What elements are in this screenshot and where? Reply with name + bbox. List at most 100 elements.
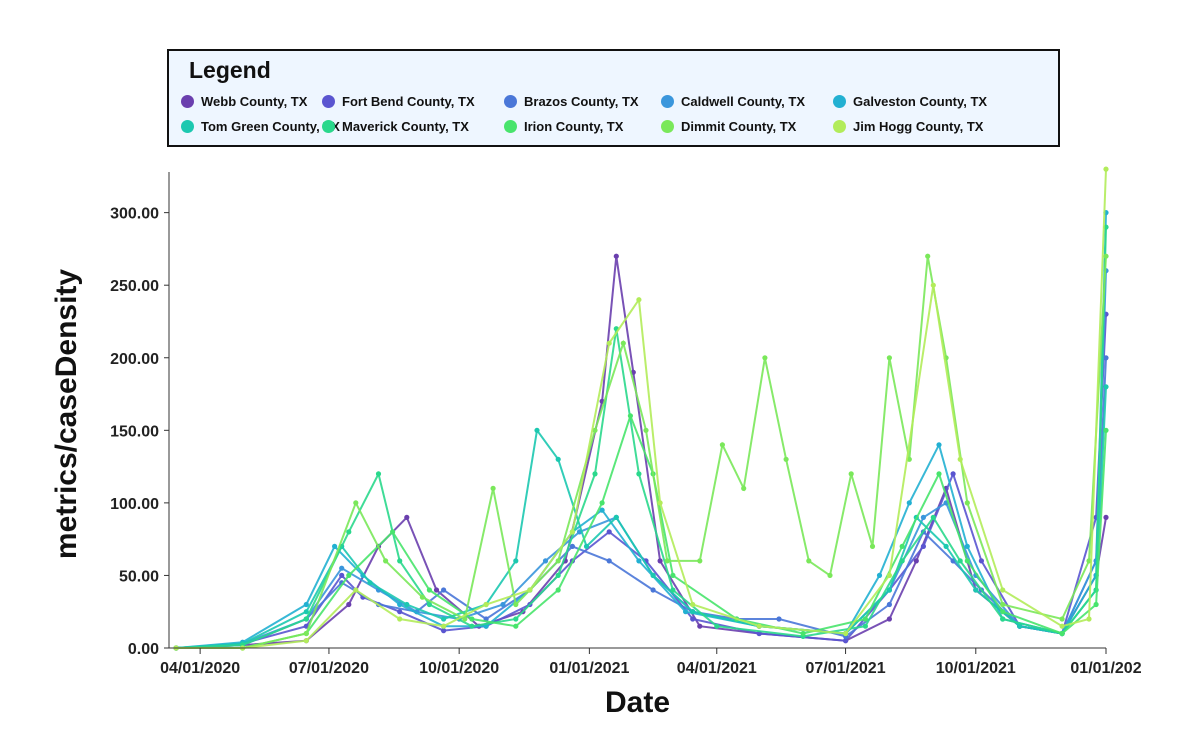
data-point (303, 638, 309, 644)
y-tick-label: 250.00 (110, 278, 159, 295)
data-point (762, 355, 768, 361)
data-point (1103, 166, 1109, 172)
data-point (869, 543, 876, 550)
data-point (906, 500, 912, 506)
legend-item: Brazos County, TX (504, 93, 639, 109)
legend-label: Irion County, TX (524, 118, 624, 134)
legend-item: Dimmit County, TX (661, 118, 796, 134)
data-point (346, 572, 352, 579)
data-point (886, 572, 893, 579)
data-point (426, 587, 432, 593)
data-point (542, 558, 549, 564)
legend-item: Irion County, TX (504, 118, 623, 134)
data-point (303, 630, 309, 637)
data-point (1086, 616, 1092, 622)
data-point (555, 456, 561, 462)
data-point (886, 355, 893, 361)
data-point (848, 471, 854, 477)
data-point (404, 514, 410, 521)
data-point (913, 558, 919, 564)
legend-item: Fort Bend County, TX (322, 93, 475, 109)
data-point (806, 558, 812, 564)
legend-swatch (833, 119, 846, 133)
data-point (650, 587, 656, 593)
data-point (800, 630, 806, 637)
data-point (599, 500, 605, 506)
data-point (441, 616, 447, 622)
data-point (390, 529, 396, 535)
data-point (527, 587, 533, 593)
legend-swatch (661, 94, 674, 108)
y-tick-label: 50.00 (119, 568, 159, 585)
legend-swatch (504, 119, 517, 133)
data-point (1000, 609, 1006, 615)
data-point (741, 485, 747, 491)
data-point (978, 558, 985, 564)
data-point (483, 601, 489, 608)
data-point (1000, 601, 1006, 608)
data-point (303, 616, 309, 622)
data-point (513, 616, 519, 622)
data-point (433, 587, 440, 593)
data-point (620, 340, 626, 346)
legend-title: Legend (189, 57, 271, 83)
data-point (332, 543, 338, 550)
legend-swatch (181, 119, 194, 133)
data-point (886, 601, 893, 608)
data-point (756, 623, 762, 629)
legend-item: Caldwell County, TX (661, 93, 805, 109)
series-line (176, 169, 1107, 649)
series-line (176, 256, 1107, 649)
data-point (719, 442, 726, 448)
y-tick-label: 200.00 (110, 351, 159, 368)
legend-swatch (322, 94, 335, 108)
data-point (862, 623, 869, 629)
data-point (957, 456, 963, 462)
x-tick-label: 01/01/2021 (549, 660, 629, 677)
y-tick-label: 150.00 (110, 423, 159, 440)
data-point (555, 558, 561, 564)
data-point (367, 580, 373, 586)
data-point (606, 558, 612, 564)
data-point (776, 616, 782, 622)
data-point (1059, 630, 1065, 637)
data-point (664, 558, 670, 564)
data-point (973, 587, 979, 593)
data-point (469, 616, 475, 622)
data-point (353, 587, 359, 593)
data-point (636, 297, 642, 303)
data-point (670, 572, 676, 579)
legend-label: Maverick County, TX (342, 118, 469, 134)
legend-item: Galveston County, TX (833, 93, 987, 109)
legend-swatch (322, 119, 335, 133)
data-point (683, 609, 689, 615)
y-axis-title: metrics/caseDensity (50, 269, 83, 559)
data-point (650, 572, 656, 579)
data-point (513, 558, 519, 564)
data-point (599, 507, 605, 513)
data-point (339, 565, 345, 571)
data-point (643, 427, 649, 433)
data-point (636, 558, 642, 564)
data-point (690, 601, 696, 608)
y-tick-label: 100.00 (110, 496, 159, 513)
legend-label: Galveston County, TX (853, 93, 988, 109)
legend-label: Jim Hogg County, TX (853, 118, 984, 134)
data-point (936, 471, 942, 477)
data-point (925, 253, 931, 259)
data-point (862, 616, 869, 622)
data-point (930, 282, 936, 288)
data-point (1093, 601, 1099, 608)
data-point (657, 500, 663, 506)
x-tick-label: 10/01/2020 (419, 660, 499, 677)
data-point (534, 427, 540, 433)
data-point (690, 609, 696, 615)
data-point (1017, 623, 1023, 629)
data-point (1059, 623, 1065, 629)
data-point (462, 616, 468, 622)
legend-label: Webb County, TX (201, 93, 308, 109)
data-point (555, 587, 561, 593)
data-point (404, 601, 410, 608)
series-jim-hogg-county-tx (173, 166, 1109, 651)
data-point (783, 456, 789, 462)
